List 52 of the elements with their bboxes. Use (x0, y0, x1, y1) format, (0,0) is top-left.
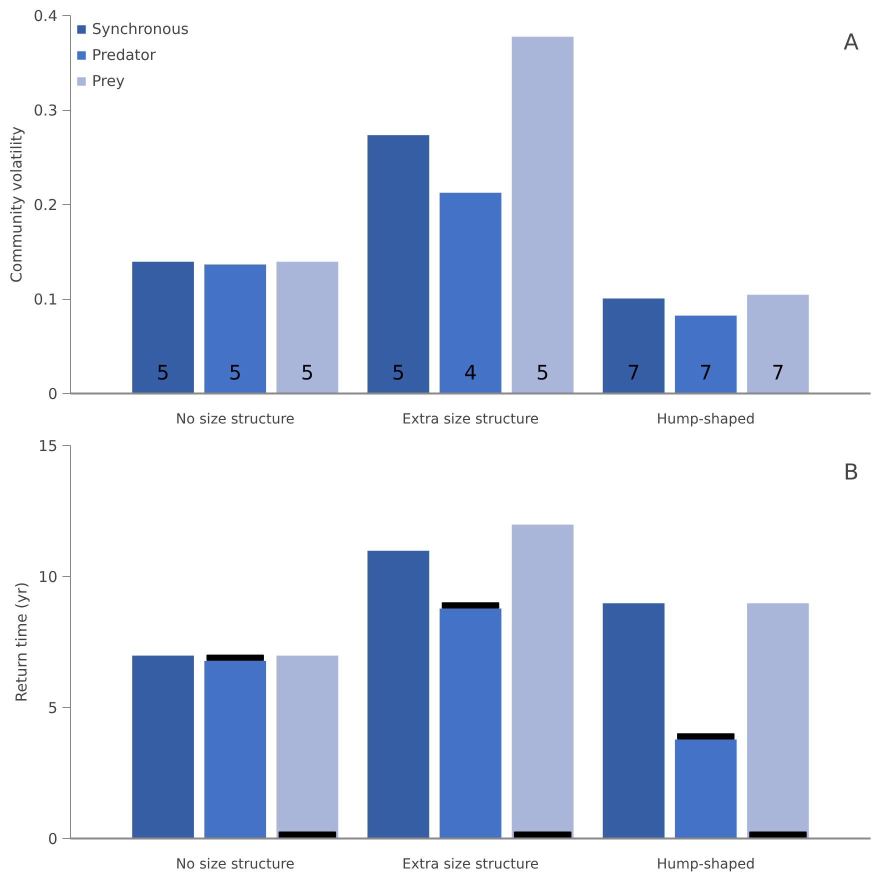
legend-label: Synchronous (92, 20, 189, 38)
annotation: 5 (156, 360, 170, 384)
annotation: A (844, 30, 859, 56)
bar (131, 654, 195, 838)
bar (674, 314, 738, 394)
y-tick-label: 0 (48, 830, 58, 848)
bar (510, 36, 575, 394)
bar (366, 134, 430, 394)
y-axis-title: Return time (yr) (12, 582, 30, 702)
annotation: 7 (627, 360, 640, 384)
x-tick-label: Extra size structure (402, 412, 539, 428)
annotation: 5 (228, 360, 242, 384)
annotation: 5 (536, 360, 550, 384)
bar (203, 660, 268, 838)
bar (677, 733, 735, 740)
bar (206, 654, 264, 661)
bar (442, 602, 500, 608)
bar (203, 264, 268, 394)
legend-label: Predator (92, 46, 156, 64)
bar (602, 602, 666, 838)
y-tick-label: 10 (38, 568, 58, 586)
annotation: B (844, 460, 859, 486)
y-tick-label: 5 (48, 699, 58, 717)
x-tick-label: Hump-shaped (656, 856, 755, 872)
x-tick-label: No size structure (176, 412, 295, 428)
bar (674, 738, 738, 838)
x-tick-label: No size structure (176, 856, 295, 872)
bar (510, 524, 575, 838)
annotation: 7 (699, 360, 712, 384)
annotation: 5 (301, 360, 314, 384)
bar (602, 298, 666, 394)
y-tick-label: 0.2 (34, 196, 58, 214)
bar (438, 192, 502, 394)
annotation: 5 (392, 360, 405, 384)
y-tick-label: 0.4 (34, 7, 58, 25)
y-tick-label: 0 (48, 385, 58, 403)
bar (438, 607, 502, 838)
y-tick-label: 15 (38, 437, 58, 455)
bar (275, 260, 340, 394)
bar (746, 294, 810, 394)
y-tick-label: 0.1 (34, 290, 58, 308)
bar (131, 260, 195, 394)
bar (366, 550, 430, 838)
annotation: 7 (772, 360, 784, 384)
bar (275, 654, 340, 838)
y-axis-title: Community volatility (8, 126, 26, 283)
bar (746, 602, 810, 838)
x-tick-label: Hump-shaped (656, 412, 755, 428)
annotation: 4 (464, 360, 477, 384)
y-tick-label: 0.3 (34, 102, 58, 120)
x-tick-label: Extra size structure (402, 856, 539, 872)
legend-label: Prey (92, 72, 125, 90)
